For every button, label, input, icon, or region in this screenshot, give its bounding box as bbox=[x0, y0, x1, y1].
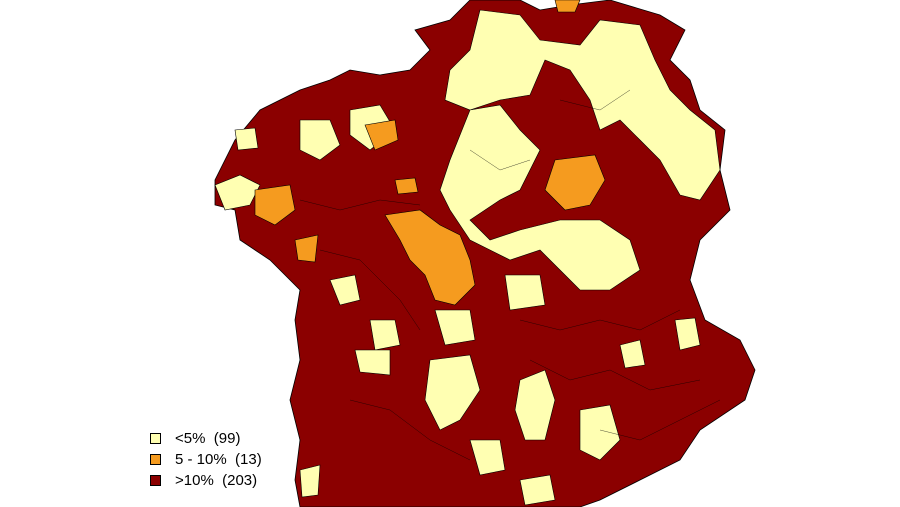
region-low-south3 bbox=[579, 404, 621, 461]
region-mid-group bbox=[254, 0, 606, 306]
region-mid-central-large bbox=[384, 209, 476, 306]
legend-label-low: <5% (99) bbox=[175, 430, 241, 447]
region-mid-east bbox=[544, 154, 606, 211]
region-low-south6 bbox=[469, 439, 506, 476]
legend-label-high: >10% (203) bbox=[175, 472, 258, 489]
map-legend: <5% (99) 5 - 10% (13) >10% (203) bbox=[150, 430, 262, 489]
legend-label-mid: 5 - 10% (13) bbox=[175, 451, 262, 468]
region-mid-north bbox=[364, 119, 399, 151]
region-low-coast2 bbox=[299, 464, 321, 498]
region-low-mid3 bbox=[369, 319, 401, 351]
legend-item-low: <5% (99) bbox=[150, 430, 262, 447]
region-low-mid2 bbox=[434, 309, 476, 346]
region-low-mid1 bbox=[504, 274, 546, 311]
region-low-south5 bbox=[674, 317, 701, 351]
region-low-south1 bbox=[424, 354, 481, 431]
legend-swatch-low bbox=[150, 433, 161, 444]
region-low-mid4 bbox=[354, 349, 391, 376]
region-mid-west bbox=[254, 184, 296, 226]
legend-swatch-mid bbox=[150, 454, 161, 465]
region-low-south2 bbox=[514, 369, 556, 441]
region-mid-coast bbox=[294, 234, 319, 263]
region-low-central bbox=[439, 104, 641, 291]
region-low-group bbox=[214, 9, 721, 506]
municipal-boundaries bbox=[299, 89, 721, 461]
region-low-north3 bbox=[234, 127, 259, 151]
region-mid-top bbox=[554, 0, 581, 13]
legend-item-mid: 5 - 10% (13) bbox=[150, 451, 262, 468]
region-low-westcenter bbox=[299, 119, 341, 161]
region-low-coast1 bbox=[329, 274, 361, 306]
region-mid-small bbox=[394, 177, 419, 195]
legend-swatch-high bbox=[150, 475, 161, 486]
region-low-northeast bbox=[444, 9, 721, 201]
region-low-south4 bbox=[619, 339, 646, 369]
region-low-south7 bbox=[519, 474, 556, 506]
legend-item-high: >10% (203) bbox=[150, 472, 262, 489]
